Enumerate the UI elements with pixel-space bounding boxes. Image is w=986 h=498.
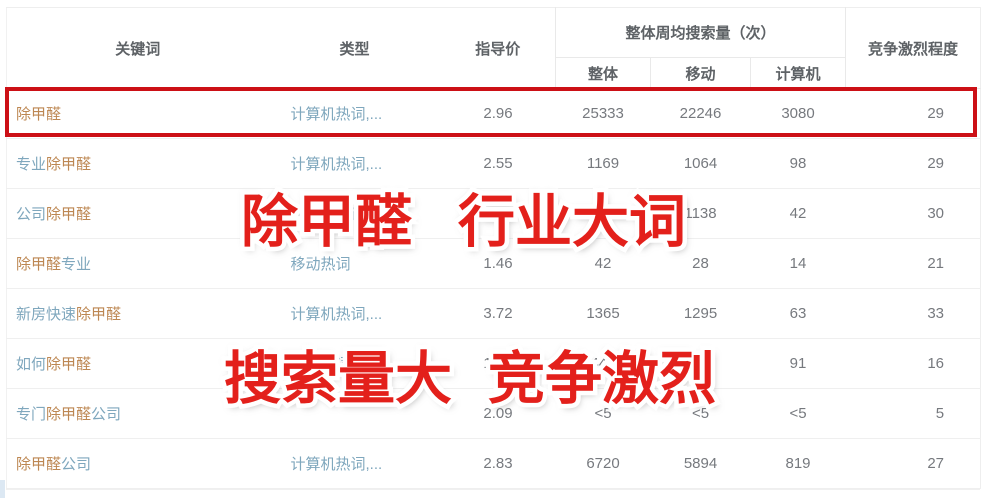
pc-volume-cell: 3080 [781, 105, 815, 122]
table-row[interactable]: 如何除甲醛 移动热词 1.35 446 355 91 16 [6, 339, 981, 389]
pc-volume-cell: 91 [789, 355, 807, 372]
watermark-competition: 搜索量大 竞争激烈 搜索量大 竞争激烈 [220, 346, 721, 412]
price-cell: 1.35 [483, 355, 513, 372]
keyword-cell: 专业除甲醛 [7, 139, 269, 189]
table-row[interactable]: 公司除甲醛 计算机热词,... 1.43 1220 1138 42 30 [6, 189, 981, 239]
table-body: 除甲醛 计算机热词,... 2.96 25333 22246 3080 29 专… [6, 89, 981, 489]
price-cell: 2.96 [483, 105, 513, 122]
watermark-outline: 搜索量大 竞争激烈 [220, 346, 721, 412]
type-cell: 移动热词 [290, 256, 351, 273]
mobile-volume-cell: 1064 [683, 155, 718, 172]
mobile-volume-cell: 355 [687, 355, 714, 372]
table-row[interactable]: 除甲醛专业 移动热词 1.46 42 28 14 21 [6, 239, 981, 289]
price-cell: 1.43 [483, 205, 513, 222]
keyword-cell: 除甲醛公司 [7, 439, 269, 489]
competition-cell: 30 [927, 205, 945, 222]
keyword-cell: 公司除甲醛 [7, 189, 269, 239]
pc-volume-cell: 819 [785, 455, 811, 472]
mobile-volume-cell: <5 [691, 405, 710, 422]
type-cell: 计算机热词,... [290, 106, 383, 123]
keyword-text: 专业 [16, 156, 47, 173]
pc-volume-cell: 98 [789, 155, 807, 172]
competition-cell: 16 [927, 355, 945, 372]
keyword-text: 新房快速 [16, 306, 77, 323]
pc-volume-cell: 14 [789, 255, 807, 272]
mobile-volume-cell: 22246 [679, 105, 722, 122]
competition-cell: 33 [927, 305, 945, 322]
overall-volume-cell: 25333 [582, 105, 624, 122]
keyword-cell: 新房快速除甲醛 [7, 289, 269, 339]
competition-cell: 5 [935, 405, 945, 422]
overall-volume-cell: 6720 [586, 455, 620, 472]
type-cell: 移动热词 [290, 356, 351, 373]
type-cell: 计算机热词,... [290, 306, 383, 323]
table-header: 关键词 类型 指导价 整体周均搜索量（次） 竞争激烈程度 整体 移动 计算机 [6, 7, 981, 89]
table-row[interactable]: 新房快速除甲醛 计算机热词,... 3.72 1365 1295 63 33 [6, 289, 981, 339]
keyword-text: 公司 [16, 206, 47, 223]
type-cell: 计算机热词,... [290, 156, 383, 173]
table-row[interactable]: 除甲醛公司 计算机热词,... 2.83 6720 5894 819 27 [6, 439, 981, 489]
type-cell: 计算机热词,... [290, 456, 383, 473]
overall-volume-cell: 1365 [586, 305, 620, 322]
pc-volume-cell: 42 [789, 205, 807, 222]
column-header-volume-group: 整体周均搜索量（次） [555, 7, 846, 58]
column-header-pc: 计算机 [749, 57, 846, 89]
mobile-volume-cell: 1295 [683, 305, 718, 322]
keyword-cell: 专门除甲醛公司 [7, 389, 269, 439]
keyword-match-text: 除甲醛 [16, 456, 62, 473]
keyword-match-text: 除甲醛 [46, 156, 92, 173]
keyword-match-text: 除甲醛 [16, 106, 62, 123]
overall-volume-cell: 1169 [586, 155, 620, 172]
keyword-match-text: 除甲醛 [76, 306, 122, 323]
pc-volume-cell: 63 [789, 305, 807, 322]
price-cell: 2.55 [483, 155, 513, 172]
overall-volume-cell: 446 [590, 355, 616, 372]
scrollbar-fragment [0, 480, 5, 498]
table-row[interactable]: 专业除甲醛 计算机热词,... 2.55 1169 1064 98 29 [6, 139, 981, 189]
price-cell: 2.83 [483, 455, 513, 472]
keyword-cell: 除甲醛专业 [7, 239, 269, 289]
keyword-cell: 除甲醛 [7, 89, 269, 139]
keyword-text: 专业 [61, 256, 92, 273]
keyword-text: 公司 [61, 456, 92, 473]
pc-volume-cell: <5 [789, 405, 807, 422]
competition-cell: 29 [927, 105, 945, 122]
mobile-volume-cell: 5894 [683, 455, 718, 472]
keyword-text: 专门 [16, 406, 47, 423]
watermark-industry-term: 除甲醛 行业大词 除甲醛 行业大词 [237, 189, 691, 255]
keyword-match-text: 除甲醛 [16, 256, 62, 273]
price-cell: 2.09 [483, 405, 513, 422]
watermark-text: 除甲醛 行业大词 [241, 190, 686, 254]
type-cell: 计算机热词,... [290, 206, 383, 223]
watermark-text: 搜索量大 竞争激烈 [224, 347, 716, 411]
keyword-match-text: 除甲醛 [46, 406, 92, 423]
overall-volume-cell: <5 [594, 405, 612, 422]
column-header-keyword: 关键词 [115, 40, 161, 58]
column-header-price: 指导价 [440, 7, 556, 89]
keyword-match-text: 除甲醛 [46, 206, 92, 223]
overall-volume-cell: 42 [594, 255, 612, 272]
competition-cell: 29 [927, 155, 945, 172]
column-header-type: 类型 [339, 40, 370, 58]
mobile-volume-cell: 1138 [684, 205, 717, 222]
keyword-match-text: 除甲醛 [46, 356, 92, 373]
watermark-outline: 除甲醛 行业大词 [237, 189, 691, 255]
competition-cell: 21 [927, 255, 945, 272]
price-cell: 3.72 [483, 305, 513, 322]
competition-cell: 27 [927, 455, 945, 472]
keyword-text: 如何 [16, 356, 47, 373]
overall-volume-cell: 1220 [586, 205, 620, 222]
column-header-competition: 竞争激烈程度 [845, 7, 981, 89]
table-row[interactable]: 专门除甲醛公司 2.09 <5 <5 <5 5 [6, 389, 981, 439]
column-header-overall: 整体 [587, 65, 618, 83]
price-cell: 1.46 [483, 255, 513, 272]
table-row[interactable]: 除甲醛 计算机热词,... 2.96 25333 22246 3080 29 [6, 89, 981, 139]
table-bottom-border [6, 489, 980, 490]
mobile-volume-cell: 28 [692, 255, 709, 272]
keyword-cell: 如何除甲醛 [7, 339, 269, 389]
keyword-text: 公司 [91, 406, 122, 423]
column-header-mobile: 移动 [650, 57, 751, 89]
